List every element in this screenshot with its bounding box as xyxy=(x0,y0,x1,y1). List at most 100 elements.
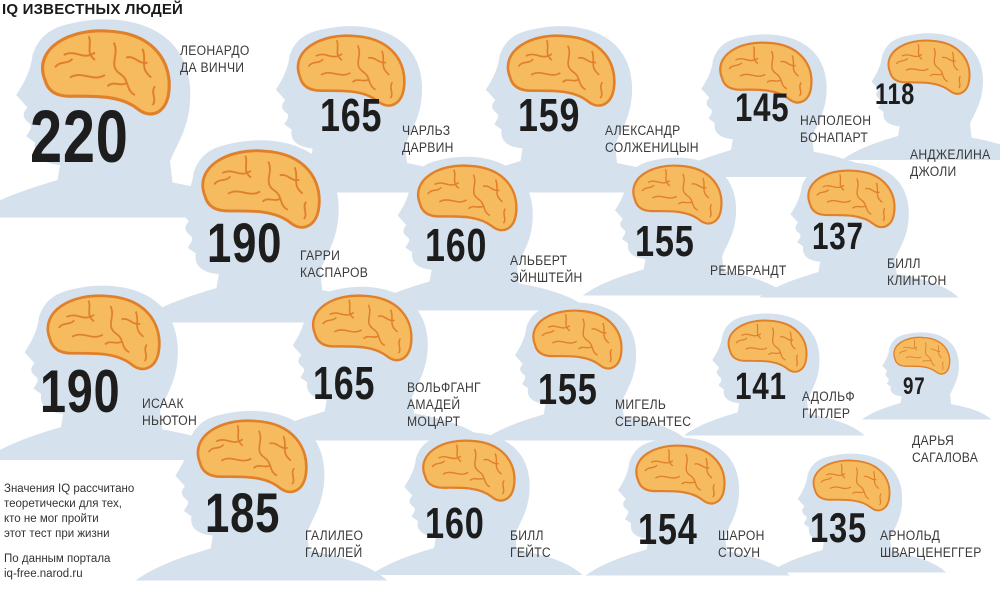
brain-fold xyxy=(112,42,136,96)
person-name: АЛЕКСАНДР СОЛЖЕНИЦЫН xyxy=(605,122,699,156)
person-name-line: ДЖОЛИ xyxy=(910,164,957,179)
brain-fold xyxy=(905,356,922,359)
brain-fold xyxy=(227,190,261,195)
brain-fold xyxy=(335,39,343,61)
brain-fold xyxy=(712,483,716,498)
brain-fold xyxy=(473,448,491,488)
brain-fold xyxy=(252,464,272,469)
brain-fold xyxy=(766,79,782,84)
brain-fold xyxy=(525,53,553,58)
brain-fold xyxy=(530,71,561,76)
person-name-line: ЧАРЛЬЗ xyxy=(402,123,451,138)
brain-icon xyxy=(506,34,616,107)
brain-fold xyxy=(483,458,499,465)
person-name-line: СЕРВАНТЕС xyxy=(615,414,692,429)
brain-fold xyxy=(855,467,870,500)
brain-fold xyxy=(106,81,129,88)
person-name-line: АДОЛЬФ xyxy=(802,389,855,404)
brain-fold xyxy=(267,161,289,211)
brain-fold xyxy=(351,78,370,83)
person-name: ИСААК НЬЮТОН xyxy=(142,395,197,429)
brain-icon xyxy=(41,29,171,116)
brain-fold xyxy=(467,205,485,210)
brain-fold xyxy=(779,336,794,341)
brain-fold xyxy=(279,174,300,182)
brain-fold xyxy=(652,195,678,199)
brain-fold xyxy=(789,331,796,350)
brain-fold xyxy=(795,354,799,367)
brain-fold xyxy=(655,475,681,479)
person-name: ЛЕОНАРДО ДА ВИНЧИ xyxy=(180,42,250,76)
person-name: АРНОЛЬД ШВАРЦЕНЕГГЕР xyxy=(880,527,982,561)
brain-fold xyxy=(269,442,288,450)
brain-fold xyxy=(702,177,710,199)
brain-fold xyxy=(377,315,395,322)
brain-fold xyxy=(66,314,95,319)
brain-fold xyxy=(650,460,674,464)
brain-fold xyxy=(109,305,130,353)
brain-fold xyxy=(439,199,467,203)
iq-value: 220 xyxy=(30,95,129,178)
brain-fold xyxy=(303,201,307,220)
brain-fold xyxy=(87,35,96,61)
brain-fold xyxy=(739,73,766,77)
brain-fold xyxy=(856,178,872,215)
brain-fold xyxy=(852,490,865,495)
brain-fold xyxy=(822,184,845,189)
brain-fold xyxy=(434,181,460,186)
person-name-line: ЭЙНШТЕЙН xyxy=(510,270,583,285)
brain-fold xyxy=(564,314,571,332)
person-name: ВОЛЬФГАНГ АМАДЕЙ МОЦАРТ xyxy=(407,379,481,430)
brain-fold xyxy=(389,81,394,99)
person-name-line: КАСПАРОВ xyxy=(300,265,369,280)
brain-fold xyxy=(348,299,355,319)
brain-fold xyxy=(389,309,398,333)
brain-icon xyxy=(887,39,971,95)
brain-fold xyxy=(501,480,505,495)
person-name-line: АЛЬБЕРТ xyxy=(510,253,568,268)
brain-fold xyxy=(826,199,852,203)
brain-fold xyxy=(958,75,961,89)
brain-fold xyxy=(502,208,507,224)
brain-fold xyxy=(922,359,932,363)
brain-fold xyxy=(599,81,604,99)
person-name: БИЛЛ КЛИНТОН xyxy=(887,255,947,289)
head-silhouette xyxy=(0,19,264,218)
brain-fold xyxy=(58,319,75,329)
person-name-line: САГАЛОВА xyxy=(912,450,979,465)
brain-fold xyxy=(667,449,674,467)
brain-icon xyxy=(893,336,951,375)
brain-fold xyxy=(941,56,956,62)
head-silhouette xyxy=(759,162,959,298)
person-name-line: ИСААК xyxy=(142,396,184,411)
person-name-line: ШВАРЦЕНЕГГЕР xyxy=(880,545,982,560)
brain-fold xyxy=(87,300,95,323)
brain-icon xyxy=(196,419,308,494)
person-name-line: БИЛЛ xyxy=(510,528,544,543)
brain-fold xyxy=(933,47,948,83)
head-silhouette xyxy=(135,410,388,581)
head-silhouette xyxy=(237,26,484,193)
brain-fold xyxy=(517,58,534,68)
brain-fold xyxy=(291,467,295,485)
head-silhouette xyxy=(683,313,865,436)
brain-fold xyxy=(664,169,671,187)
head-silhouette xyxy=(371,432,583,575)
brain-fold xyxy=(207,444,225,453)
brain-fold xyxy=(54,58,74,69)
iq-value: 185 xyxy=(205,481,281,544)
brain-fold xyxy=(236,425,244,447)
brain-fold xyxy=(397,338,402,354)
brain-fold xyxy=(839,173,845,191)
brain-fold xyxy=(320,71,351,76)
brain-fold xyxy=(315,53,343,58)
head-silhouette xyxy=(482,302,688,441)
brain-fold xyxy=(329,311,355,316)
person-name: ДАРЬЯ САГАЛОВА xyxy=(912,432,978,466)
person-name-line: ДАРВИН xyxy=(402,140,454,155)
person-name-line: ВОЛЬФГАНГ xyxy=(407,380,481,395)
person-name-line: НАПОЛЕОН xyxy=(800,113,872,128)
iq-value: 155 xyxy=(635,217,695,266)
brain-fold xyxy=(865,187,880,194)
brain-fold xyxy=(825,472,846,477)
